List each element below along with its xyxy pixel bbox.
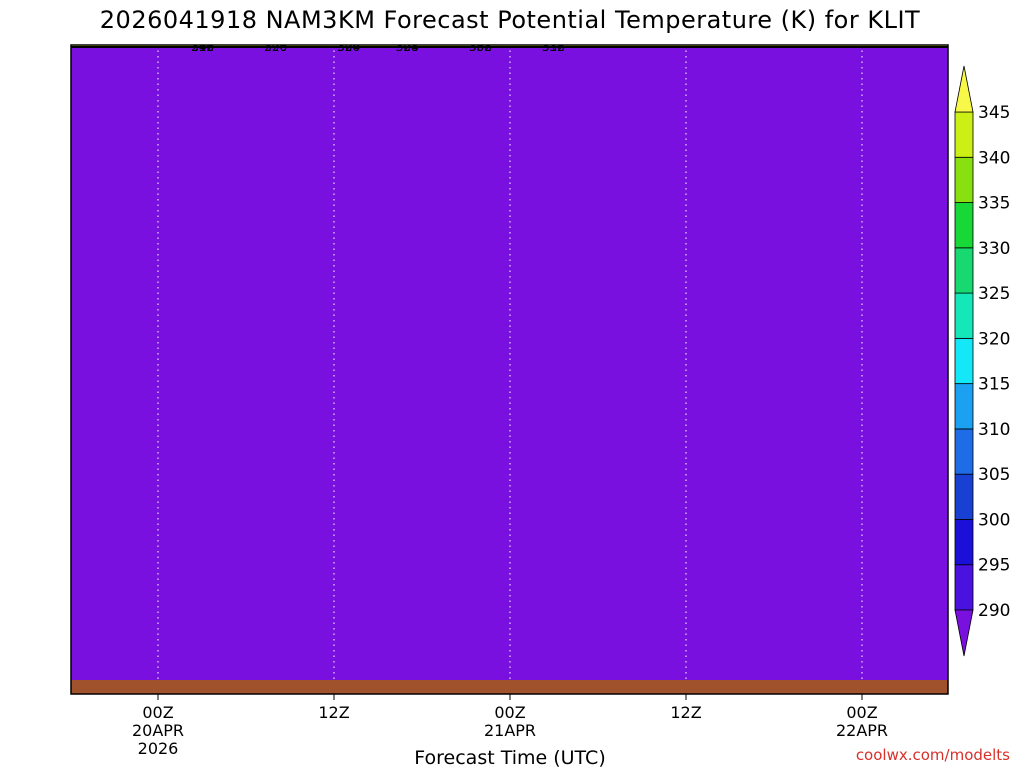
colorbar-tick-300: 300 xyxy=(978,510,1010,530)
plot-area: 292 296 300 304 308 312 316 320 324 328 332 336 340 xyxy=(71,40,948,694)
x-tick-4: 00Z xyxy=(846,703,877,722)
colorbar-segment-320 xyxy=(954,292,974,339)
contour-label-320: 320 xyxy=(264,40,287,54)
contour-label-292: 292 xyxy=(191,40,214,54)
colorbar-tick-335: 335 xyxy=(978,194,1010,214)
contour-label-328: 328 xyxy=(396,40,419,54)
chart-title: 2026041918 NAM3KM Forecast Potential Tem… xyxy=(100,6,920,34)
temperature-fill-layer xyxy=(71,45,948,694)
ground-surface-band xyxy=(71,680,948,694)
colorbar-tick-345: 345 xyxy=(978,103,1010,123)
contour-label-312: 312 xyxy=(542,40,565,54)
colorbar-tick-315: 315 xyxy=(978,375,1010,395)
colorbar-tick-295: 295 xyxy=(978,556,1010,576)
contour-layer: 292 296 300 304 308 312 316 320 324 328 332 336 340 xyxy=(71,40,948,54)
colorbar-segment-305 xyxy=(954,428,974,475)
x-axis-label: Forecast Time (UTC) xyxy=(414,747,605,768)
contour-label-304: 304 xyxy=(396,40,419,54)
colorbar-segment-335 xyxy=(954,156,974,203)
colorbar-segment-340 xyxy=(954,111,974,158)
colorbar-segment-325 xyxy=(954,247,974,294)
contour-label-300: 300 xyxy=(337,40,360,54)
colorbar-tick-340: 340 xyxy=(978,148,1010,168)
x-tick-date-4: 22APR xyxy=(836,721,888,740)
colorbar-tick-320: 320 xyxy=(978,329,1010,349)
contour-label-316: 316 xyxy=(191,40,214,54)
contour-label-324: 324 xyxy=(337,40,360,54)
x-tick-3: 12Z xyxy=(670,703,701,722)
contour-label-340: 340 xyxy=(191,40,214,54)
colorbar-segment-290 xyxy=(954,564,974,611)
credit-link[interactable]: coolwx.com/modelts xyxy=(856,746,1010,764)
colorbar-segment-330 xyxy=(954,202,974,249)
contour-label-332: 332 xyxy=(469,40,492,54)
colorbar-segment-310 xyxy=(954,383,974,430)
colorbar-min-triangle xyxy=(954,609,974,657)
x-tick-date-2: 21APR xyxy=(484,721,536,740)
colorbar-tick-330: 330 xyxy=(978,239,1010,259)
colorbar-max-triangle xyxy=(954,65,974,113)
x-tick-2: 00Z xyxy=(494,703,525,722)
colorbar-tick-325: 325 xyxy=(978,284,1010,304)
x-tick-year-0: 2026 xyxy=(138,739,179,758)
colorbar: 290 295 300 305 310 315 320 325 330 335 340 345 xyxy=(954,65,1010,657)
colorbar-tick-305: 305 xyxy=(978,465,1010,485)
contour-label-336: 336 xyxy=(542,40,565,54)
contour-label-308: 308 xyxy=(469,40,492,54)
grid-layer xyxy=(157,45,863,694)
colorbar-segment-315 xyxy=(954,337,974,385)
colorbar-tick-310: 310 xyxy=(978,420,1010,440)
colorbar-tick-290: 290 xyxy=(978,601,1010,621)
contour-label-296: 296 xyxy=(264,40,287,54)
x-tick-date-0: 20APR xyxy=(132,721,184,740)
colorbar-segment-295 xyxy=(954,519,974,566)
colorbar-segment-300 xyxy=(954,473,974,520)
x-tick-1: 12Z xyxy=(318,703,349,722)
x-tick-0: 00Z xyxy=(142,703,173,722)
